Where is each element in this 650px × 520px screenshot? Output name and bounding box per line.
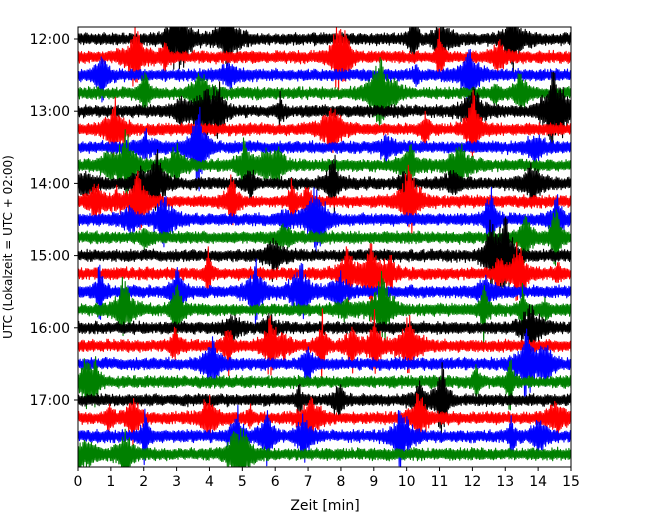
waveform-row-5	[78, 71, 571, 147]
x-tick-label: 0	[74, 474, 83, 490]
waveform-row-23	[78, 404, 571, 467]
waveform-row-21	[78, 362, 571, 436]
waveform-row-7	[78, 106, 571, 192]
waveform-row-10	[78, 164, 571, 234]
x-tick-label: 3	[172, 474, 181, 490]
y-tick-label: 13:00	[30, 104, 70, 120]
x-axis-ticks: 0 1 2 3 4 5 6 7 8 9 10 11 12 13 14 15	[74, 467, 580, 490]
waveform-row-9	[78, 149, 571, 214]
x-tick-label: 13	[496, 474, 514, 490]
waveform-row-4	[78, 56, 571, 128]
waveform-row-20	[78, 356, 571, 411]
waveform-traces	[78, 27, 571, 467]
y-tick-label: 17:00	[30, 393, 70, 409]
waveform-row-22	[78, 392, 571, 446]
waveform-row-15	[78, 258, 571, 327]
y-tick-label: 15:00	[30, 249, 70, 265]
waveform-row-19	[78, 328, 571, 400]
waveform-row-16	[78, 270, 571, 346]
waveform-row-14	[78, 241, 571, 323]
waveform-row-24	[78, 427, 571, 467]
x-tick-label: 1	[106, 474, 115, 490]
x-tick-label: 2	[139, 474, 148, 490]
x-tick-label: 12	[463, 474, 481, 490]
x-tick-label: 10	[398, 474, 416, 490]
x-tick-label: 15	[562, 474, 580, 490]
x-tick-label: 14	[529, 474, 547, 490]
waveform-row-18	[78, 308, 571, 380]
y-tick-label: 12:00	[30, 32, 70, 48]
x-tick-label: 11	[431, 474, 449, 490]
waveform-row-2	[78, 27, 571, 94]
x-tick-label: 6	[271, 474, 280, 490]
y-axis-label: UTC (Lokalzeit = UTC + 02:00)	[1, 155, 15, 339]
plot-frame	[77, 26, 572, 468]
waveform-row-1	[78, 27, 571, 76]
y-axis-ticks: 12:00 13:00 14:00 15:00 16:00 17:00	[30, 32, 78, 409]
y-tick-label: 16:00	[30, 321, 70, 337]
x-tick-label: 8	[336, 474, 345, 490]
x-tick-label: 5	[238, 474, 247, 490]
waveform-row-3	[78, 48, 571, 103]
x-tick-label: 7	[304, 474, 313, 490]
waveform-row-17	[78, 304, 571, 354]
x-axis-label: Zeit [min]	[290, 498, 359, 514]
y-tick-label: 14:00	[30, 176, 70, 192]
waveform-row-6	[78, 90, 571, 158]
x-tick-label: 9	[369, 474, 378, 490]
waveform-row-13	[78, 216, 571, 295]
x-tick-label: 4	[205, 474, 214, 490]
